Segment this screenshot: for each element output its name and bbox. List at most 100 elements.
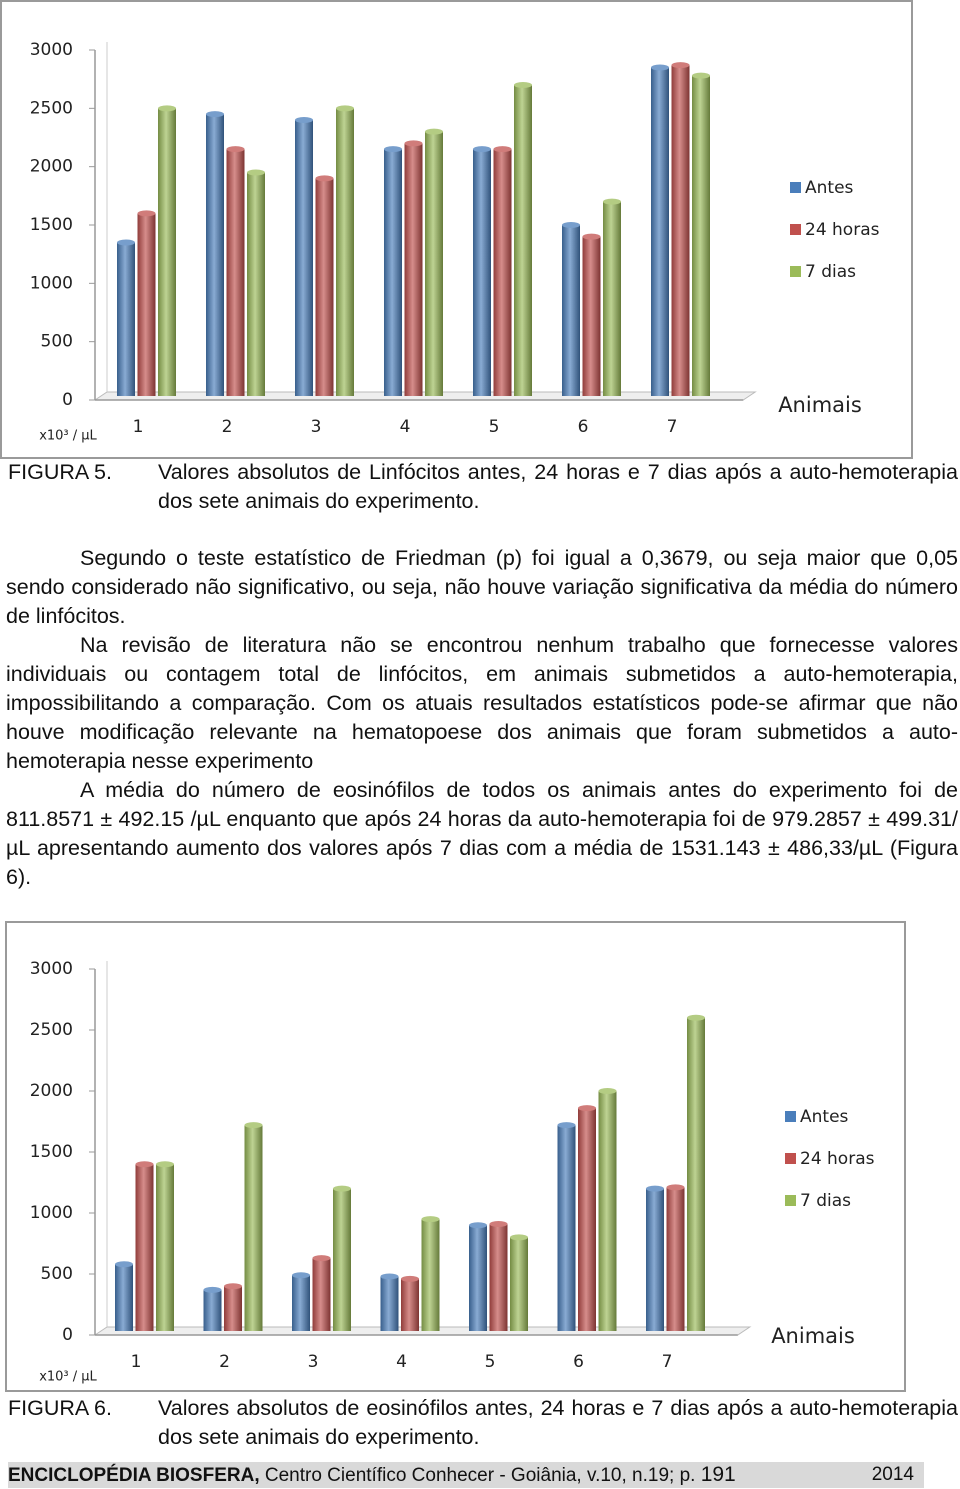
bar-top	[562, 222, 580, 228]
x-tick-label: 3	[311, 417, 322, 437]
bar-top	[692, 72, 710, 79]
bar-top	[510, 1234, 528, 1241]
bar	[247, 172, 265, 396]
paragraph: A média do número de eosinófilos de todo…	[6, 778, 958, 889]
x-tick-label: 6	[578, 417, 589, 437]
y-tick-label: 2500	[30, 1020, 73, 1040]
x-tick-label: 7	[662, 1352, 673, 1372]
bar	[135, 1164, 154, 1331]
bar	[692, 75, 710, 397]
x-tick-label: 5	[485, 1352, 496, 1372]
bar-top	[493, 146, 512, 153]
footer: ENCICLOPÉDIA BIOSFERA, Centro Científico…	[8, 1462, 924, 1488]
legend-swatch	[790, 182, 801, 193]
y-axis-unit: x10³ / µL	[39, 1370, 97, 1385]
bar-top	[578, 1105, 596, 1112]
bar-top	[671, 62, 690, 69]
bar-top	[158, 105, 176, 112]
legend-swatch	[785, 1153, 796, 1164]
chart: 0 500 1000 1500 2000 2500 3000 x10³ / µL Animais…	[5, 921, 906, 1392]
x-axis-label: Animais	[771, 1324, 855, 1348]
bar-top	[582, 233, 601, 240]
bar-top	[425, 128, 443, 135]
y-tick-label: 3000	[30, 40, 73, 60]
bar-top	[224, 1283, 242, 1290]
bar	[598, 1091, 617, 1331]
y-tick-label: 1500	[30, 215, 73, 235]
bar	[557, 1125, 576, 1331]
figure-text: Valores absolutos de eosinófilos antes, …	[158, 1396, 958, 1449]
bar	[336, 108, 354, 396]
bar-top	[384, 146, 402, 153]
y-tick-label: 1500	[30, 1142, 73, 1162]
bar-top	[514, 82, 532, 88]
bar	[578, 1108, 596, 1331]
x-axis-label: Animais	[778, 393, 862, 417]
legend-swatch	[785, 1195, 796, 1206]
footer-details: Centro Científico Conhecer - Goiânia, v.…	[264, 1465, 696, 1486]
bar	[514, 85, 532, 396]
page-number: 191	[700, 1463, 736, 1486]
bar	[158, 108, 176, 396]
bar-top	[117, 239, 135, 246]
figure-caption: FIGURA 6. Valores absolutos de eosinófilo…	[8, 1394, 958, 1452]
bar-top	[687, 1014, 705, 1021]
legend-swatch	[790, 266, 801, 277]
bar-top	[421, 1216, 440, 1223]
legend-label: Antes	[805, 178, 854, 198]
x-tick-label: 3	[308, 1352, 319, 1372]
figure-caption: FIGURA 5. Valores absolutos de Linfócitos…	[8, 458, 958, 516]
bar	[646, 1188, 664, 1331]
bar-top	[315, 175, 334, 182]
bar	[137, 213, 156, 396]
bar	[421, 1219, 440, 1331]
bar	[401, 1278, 419, 1331]
bar-top	[646, 1185, 664, 1192]
y-tick-label: 0	[62, 390, 73, 410]
bar	[224, 1286, 242, 1331]
year: 2014	[871, 1464, 914, 1485]
bar	[156, 1164, 174, 1331]
bar-top	[666, 1184, 685, 1191]
bar	[333, 1188, 351, 1331]
bar-top	[156, 1161, 174, 1168]
bar	[510, 1237, 528, 1331]
bar	[206, 114, 224, 397]
chart: 0 500 1000 1500 2000 2500 3000 x10³ / µL Animais…	[0, 0, 913, 459]
bar-top	[115, 1261, 133, 1268]
x-tick-label: 1	[131, 1352, 142, 1372]
bar-top	[401, 1275, 419, 1282]
figure-text: Valores absolutos de Linfócitos antes, 2…	[158, 460, 958, 513]
paragraph: Segundo o teste estatístico de Friedman …	[6, 546, 958, 628]
x-tick-label: 4	[400, 417, 411, 437]
x-tick-label: 2	[222, 417, 233, 437]
bar-top	[473, 146, 491, 153]
x-tick-label: 7	[667, 417, 678, 437]
body-text: Segundo o teste estatístico de Friedman …	[6, 544, 958, 892]
bar	[671, 65, 690, 397]
bar-top	[135, 1161, 154, 1168]
x-tick-label: 2	[219, 1352, 230, 1372]
y-tick-label: 1000	[30, 1203, 73, 1223]
y-tick-label: 1000	[30, 273, 73, 293]
bar-top	[651, 64, 669, 71]
legend-label: 7 dias	[805, 262, 856, 282]
chart-frame	[5, 921, 906, 1392]
y-tick-label: 2500	[30, 98, 73, 118]
y-tick-label: 500	[41, 332, 73, 352]
legend-label: Antes	[800, 1107, 849, 1127]
bar	[489, 1223, 508, 1331]
bar	[651, 67, 669, 396]
paragraph: Na revisão de literatura não se encontro…	[6, 633, 958, 773]
bar-top	[292, 1272, 310, 1279]
bar-top	[404, 140, 423, 147]
bar-top	[489, 1220, 508, 1227]
bar-top	[557, 1122, 576, 1129]
bar-top	[226, 146, 245, 153]
bar	[203, 1289, 222, 1331]
bar	[603, 201, 621, 396]
bar	[469, 1225, 487, 1331]
bar	[226, 149, 245, 396]
